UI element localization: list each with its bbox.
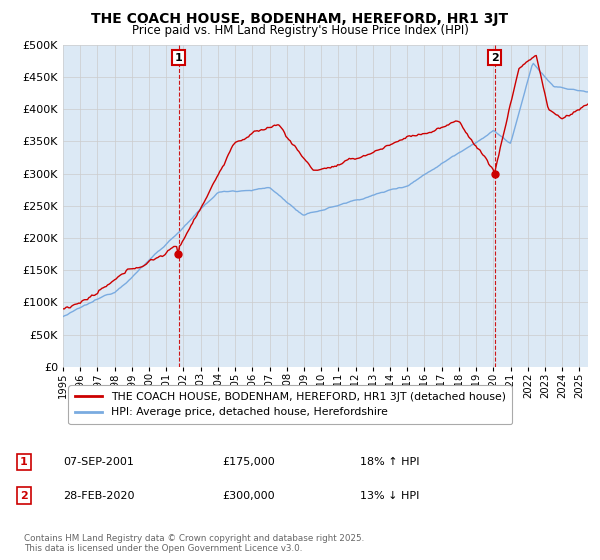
Text: 1: 1	[20, 457, 28, 467]
Text: Price paid vs. HM Land Registry's House Price Index (HPI): Price paid vs. HM Land Registry's House …	[131, 24, 469, 36]
Text: 13% ↓ HPI: 13% ↓ HPI	[360, 491, 419, 501]
Text: Contains HM Land Registry data © Crown copyright and database right 2025.
This d: Contains HM Land Registry data © Crown c…	[24, 534, 364, 553]
Text: 07-SEP-2001: 07-SEP-2001	[63, 457, 134, 467]
Text: £300,000: £300,000	[222, 491, 275, 501]
Text: 18% ↑ HPI: 18% ↑ HPI	[360, 457, 419, 467]
Text: 2: 2	[491, 53, 499, 63]
Text: 1: 1	[175, 53, 182, 63]
Text: THE COACH HOUSE, BODENHAM, HEREFORD, HR1 3JT: THE COACH HOUSE, BODENHAM, HEREFORD, HR1…	[91, 12, 509, 26]
Text: 2: 2	[20, 491, 28, 501]
Text: 28-FEB-2020: 28-FEB-2020	[63, 491, 134, 501]
Text: £175,000: £175,000	[222, 457, 275, 467]
Legend: THE COACH HOUSE, BODENHAM, HEREFORD, HR1 3JT (detached house), HPI: Average pric: THE COACH HOUSE, BODENHAM, HEREFORD, HR1…	[68, 385, 512, 424]
